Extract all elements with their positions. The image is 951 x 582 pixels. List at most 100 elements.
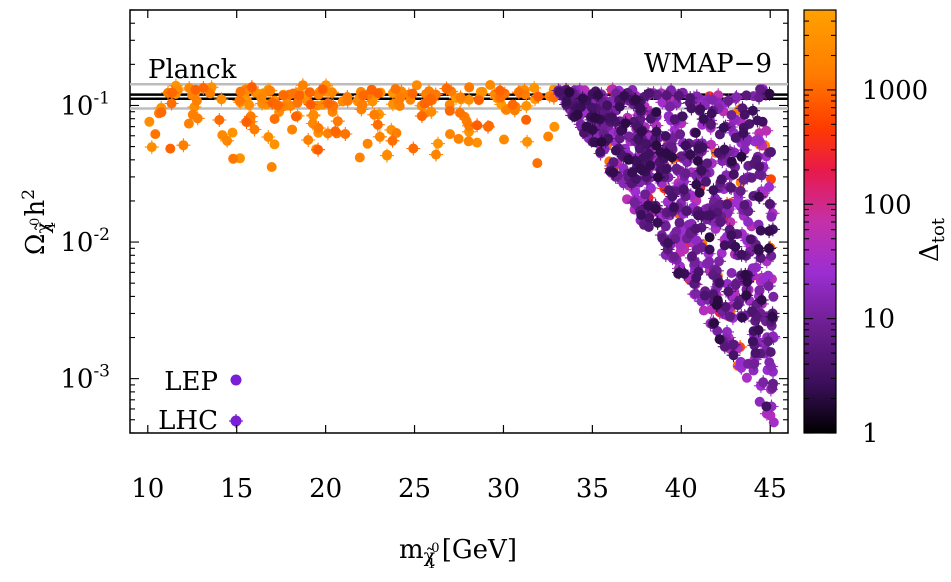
x-axis: 10 15 20 25 30 35 40 45 — [131, 10, 787, 504]
data-point — [382, 149, 393, 160]
data-point — [643, 222, 654, 232]
data-point-cross — [694, 163, 709, 178]
data-point-cross — [612, 99, 627, 114]
colorbar-tick-label: 1000 — [862, 76, 928, 106]
y-tick-label: 10-2 — [60, 225, 110, 258]
data-point-cross — [663, 99, 678, 114]
x-tick-label: 10 — [131, 474, 164, 504]
data-point — [714, 334, 725, 345]
colorbar-ticks: 1 10 100 1000 — [804, 9, 928, 449]
data-point-cross — [212, 113, 227, 127]
data-point — [730, 132, 741, 143]
data-point — [704, 232, 715, 243]
data-point-cross — [424, 104, 439, 119]
data-point — [266, 162, 277, 172]
data-point-cross — [689, 177, 704, 192]
data-point-cross — [591, 87, 605, 102]
data-point — [532, 158, 543, 169]
colorbar-gradient — [803, 9, 837, 434]
data-point-cross — [683, 147, 698, 162]
data-point — [304, 87, 315, 98]
data-point-cross — [605, 110, 619, 125]
data-point-cross — [661, 236, 675, 251]
data-point-cross — [739, 288, 754, 303]
data-point — [228, 153, 239, 164]
data-point — [227, 127, 238, 138]
data-point — [373, 88, 383, 99]
data-point-cross — [762, 86, 777, 101]
data-point — [485, 80, 496, 90]
data-point — [766, 147, 776, 157]
data-point-cross — [239, 115, 254, 129]
data-point-cross — [165, 85, 180, 100]
data-point — [144, 116, 155, 127]
data-point — [768, 417, 779, 428]
data-point — [698, 305, 709, 316]
data-point-cross — [641, 146, 656, 161]
data-point — [636, 164, 647, 175]
data-point-cross — [678, 138, 693, 153]
data-point — [754, 169, 765, 180]
data-point-cross — [618, 116, 633, 131]
data-point-cross — [728, 278, 743, 292]
data-point — [411, 80, 422, 91]
wmap-label: WMAP−9 — [644, 49, 772, 79]
data-point — [587, 102, 597, 113]
data-point — [507, 99, 518, 110]
data-point-cross — [734, 149, 749, 164]
data-point-cross — [214, 92, 229, 107]
plot-frame — [129, 9, 789, 434]
data-point — [743, 217, 754, 227]
data-point — [445, 129, 455, 140]
data-point-cross — [367, 107, 382, 122]
x-axis-label: mχ̃0 1 [GeV] — [399, 535, 517, 572]
data-point — [669, 202, 679, 213]
data-point — [694, 187, 705, 198]
data-point — [669, 251, 680, 262]
colorbar-title: Δtot — [915, 217, 949, 262]
data-point-cross — [754, 293, 769, 308]
data-point — [561, 96, 572, 107]
data-point-cross — [311, 121, 326, 136]
data-point-cross — [321, 96, 336, 111]
data-point — [643, 88, 654, 99]
colorbar-tick-label: 10 — [862, 305, 895, 335]
data-point-cross — [726, 348, 741, 363]
data-point-cross — [261, 130, 276, 144]
data-point — [354, 152, 365, 163]
legend-label-lep: LEP — [164, 367, 218, 397]
data-point — [358, 90, 369, 101]
data-point-cross — [328, 124, 343, 139]
data-point-cross — [721, 93, 736, 108]
data-point-cross — [730, 298, 745, 313]
data-point-cross — [585, 122, 600, 137]
data-point-cross — [728, 239, 743, 254]
data-point — [731, 197, 742, 208]
data-point — [269, 139, 280, 150]
data-point — [390, 84, 401, 94]
data-point — [463, 136, 474, 147]
data-point — [726, 230, 737, 241]
colorbar: 1 10 100 1000 Δtot — [803, 9, 949, 449]
data-point — [630, 186, 641, 197]
data-point — [766, 174, 776, 185]
data-point-cross — [244, 80, 259, 95]
data-point — [595, 147, 606, 157]
data-point — [543, 131, 554, 142]
data-point-cross — [439, 81, 454, 96]
legend-label-lhc: LHC — [158, 406, 218, 436]
data-point — [651, 107, 662, 118]
data-point-cross — [303, 97, 318, 112]
data-point — [673, 268, 684, 279]
data-point-cross — [628, 92, 643, 107]
data-point-cross — [295, 78, 310, 93]
data-point — [739, 109, 750, 120]
data-point-cross — [709, 298, 724, 313]
data-point-cross — [325, 85, 339, 100]
data-point-cross — [263, 83, 278, 98]
data-point — [750, 348, 761, 359]
data-point — [572, 109, 583, 120]
data-point-cross — [265, 95, 280, 110]
data-point — [676, 151, 687, 162]
data-point-cross — [594, 135, 609, 149]
